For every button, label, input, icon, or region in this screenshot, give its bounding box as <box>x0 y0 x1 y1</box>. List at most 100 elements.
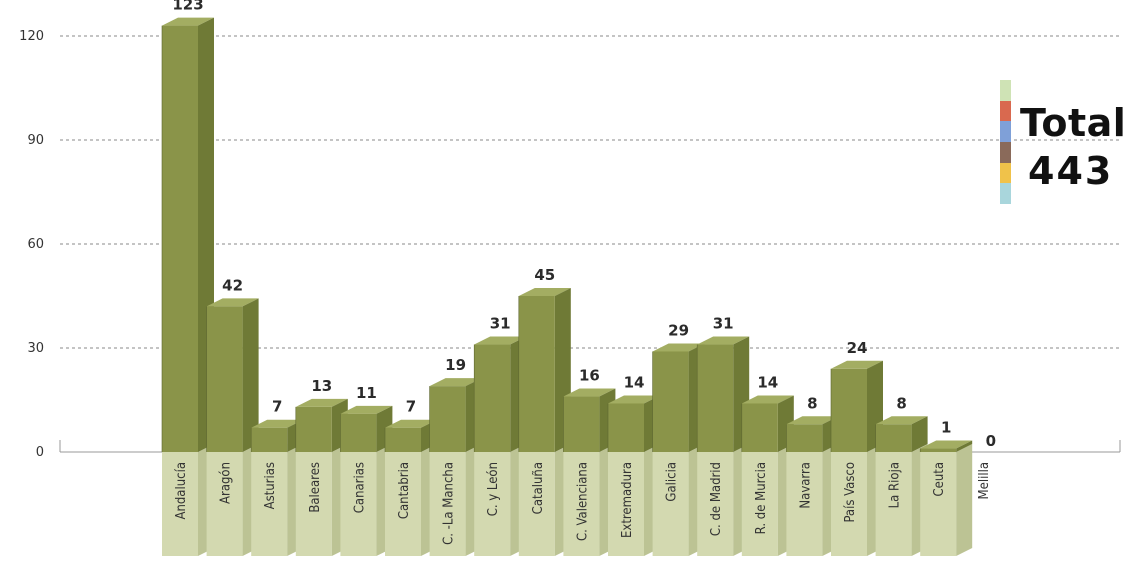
bar-top <box>652 343 705 352</box>
bar-side <box>242 298 259 452</box>
total-label: Total <box>1020 101 1127 145</box>
bar <box>608 403 644 452</box>
base-front <box>385 452 421 556</box>
bar <box>429 386 466 452</box>
value-label: 0 <box>986 432 996 450</box>
bar <box>741 403 778 452</box>
base-front <box>652 452 689 556</box>
strip-segment <box>1000 183 1011 204</box>
bar-top <box>385 419 437 428</box>
base-front <box>295 452 332 556</box>
value-label: 7 <box>272 398 282 416</box>
bar-top <box>741 395 794 404</box>
bar <box>652 351 689 452</box>
bar-top <box>563 388 616 397</box>
bar <box>295 406 332 452</box>
color-strip <box>1000 80 1011 204</box>
bar-top <box>162 17 214 26</box>
bar-top <box>920 440 973 449</box>
base-front <box>831 452 867 556</box>
bar <box>385 427 421 452</box>
base-front <box>697 452 734 556</box>
y-tick-label: 120 <box>19 29 44 44</box>
category-label: Asturias <box>263 462 278 509</box>
base-front <box>162 452 198 556</box>
category-label: Galicia <box>665 462 680 502</box>
category-label: C. -La Mancha <box>442 462 457 545</box>
category-label: R. de Murcia <box>754 462 769 534</box>
value-label: 14 <box>624 373 645 391</box>
base-front <box>875 452 912 556</box>
value-label: 11 <box>356 384 377 402</box>
category-label: Cataluña <box>531 462 546 514</box>
bar <box>340 413 377 452</box>
base-front <box>741 452 778 556</box>
strip-segment <box>1000 141 1011 163</box>
category-label: Cantabria <box>397 462 412 519</box>
value-label: 45 <box>534 266 555 284</box>
bar-top <box>831 360 883 369</box>
total-value: 443 <box>1028 149 1114 193</box>
value-label: 14 <box>757 373 778 391</box>
bar-top <box>429 378 482 387</box>
bar <box>474 344 511 452</box>
category-label: País Vasco <box>843 462 858 523</box>
strip-segment <box>1000 100 1011 122</box>
bar <box>697 344 734 452</box>
category-label: Baleares <box>308 462 323 513</box>
base-front <box>429 452 466 556</box>
strip-segment <box>1000 162 1011 184</box>
base-front <box>474 452 511 556</box>
base-front <box>920 452 957 556</box>
bar-top <box>251 419 304 428</box>
bar <box>162 25 198 452</box>
strip-segment <box>1000 121 1011 142</box>
bar <box>518 296 555 452</box>
category-labels: Andalucía Aragón Asturias Baleares Canarias C… <box>174 462 992 545</box>
value-label: 8 <box>807 394 817 412</box>
value-label: 31 <box>713 315 734 333</box>
category-label: C. y León <box>486 462 501 516</box>
bar-top <box>875 416 928 425</box>
category-label: Aragón <box>219 462 234 504</box>
y-tick-label: 0 <box>36 445 44 460</box>
bar <box>251 427 288 452</box>
base-front <box>340 452 377 556</box>
y-tick-label: 30 <box>27 341 44 356</box>
bar <box>786 424 823 452</box>
value-label: 19 <box>445 356 466 374</box>
value-label: 7 <box>406 398 416 416</box>
category-label: Andalucía <box>174 462 189 520</box>
bar-top <box>340 405 393 414</box>
value-label: 8 <box>896 394 906 412</box>
base-front <box>206 452 243 556</box>
category-label: C. Valenciana <box>575 462 590 541</box>
category-label: Navarra <box>798 462 813 509</box>
category-bases <box>162 444 973 556</box>
bar-top <box>295 398 348 407</box>
category-label: La Rioja <box>888 462 903 508</box>
y-tick-label: 60 <box>27 237 44 252</box>
value-label: 123 <box>172 0 203 14</box>
bars <box>161 17 973 452</box>
value-label: 24 <box>847 339 868 357</box>
base-front <box>786 452 823 556</box>
y-axis-ticks: 0 30 60 90 120 <box>19 29 44 460</box>
y-tick-label: 90 <box>27 133 44 148</box>
bar-top <box>474 336 527 345</box>
bar <box>831 368 867 452</box>
category-label: Extremadura <box>620 462 635 538</box>
category-label: Ceuta <box>932 462 947 497</box>
base-front <box>563 452 600 556</box>
category-label: Canarias <box>352 462 367 513</box>
value-labels: 123 42 7 13 11 7 19 31 45 16 14 29 31 14 8 24 8 1 0 <box>172 0 996 450</box>
bar <box>920 448 957 452</box>
base-front <box>608 452 644 556</box>
total-box: Total 443 <box>1000 80 1132 204</box>
value-label: 31 <box>490 315 511 333</box>
value-label: 16 <box>579 367 600 385</box>
bar-top <box>206 298 259 307</box>
value-label: 29 <box>668 321 689 339</box>
value-label: 42 <box>222 276 243 294</box>
